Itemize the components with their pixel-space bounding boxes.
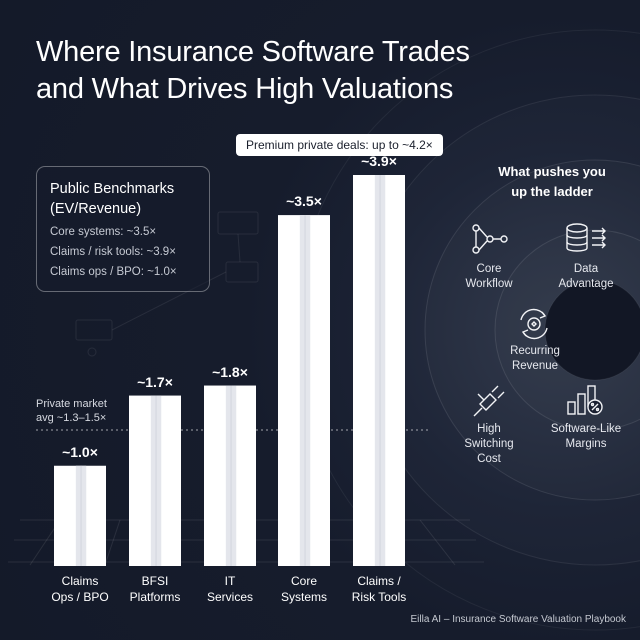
category-label-line: Platforms [129,590,181,604]
bar-value-label: ~1.8× [212,363,248,380]
benchmark-row: Core systems: ~3.5× [50,226,157,238]
bar-value-label: ~3.9× [361,153,397,169]
bar-value-label: ~1.7× [137,373,173,390]
category-label: IT Services [185,573,275,605]
public-benchmarks-box: Public Benchmarks (EV/Revenue) Core syst… [36,166,210,292]
drivers-heading-line-2: up the ladder [511,184,593,199]
category-label-line: Risk Tools [351,590,407,604]
benchmark-row: Claims / risk tools: ~3.9× [50,246,176,258]
driver-core-workflow: Core Workflow [439,262,539,292]
driver-label: Advantage [558,278,614,290]
title-line-1: Where Insurance Software Trades [36,36,470,68]
category-label-line: Services [206,590,253,604]
category-label-line: BFSI [141,574,169,588]
recurring-revenue-icon [520,308,548,340]
driver-label: Data [573,263,599,275]
driver-label: Software-Like [550,423,622,435]
title-line-2: and What Drives High Valuations [36,73,454,105]
bar [129,395,181,566]
private-market-line-2: avg ~1.3–1.5× [36,412,107,424]
driver-label: Workflow [465,278,513,290]
margin-chart-icon [567,385,603,415]
benchmarks-heading-line-1: Public Benchmarks [50,181,175,197]
bar [54,465,106,566]
bar-value-label: ~1.0× [62,443,98,460]
driver-label: Recurring [510,345,560,357]
page-title: Where Insurance Software Trades and What… [36,34,616,108]
category-label-line: IT [224,574,236,588]
driver-label: Core [476,263,502,275]
workflow-icon [472,224,508,254]
driver-label: High [477,423,501,435]
bar [204,385,256,566]
private-market-line-1: Private market [36,398,107,410]
driver-label: Cost [477,453,501,465]
bar [278,215,330,566]
driver-label: Margins [565,438,607,450]
driver-data-advantage: Data Advantage [536,262,636,292]
driver-recurring-revenue: Recurring Revenue [485,344,585,374]
drivers-heading: What pushes you up the ladder [484,162,620,202]
bar-value-label: ~3.5× [286,193,322,210]
database-icon [566,223,606,252]
category-label-line: Claims [61,574,99,588]
category-label-line: Core [290,574,317,588]
category-label: BFSI Platforms [110,573,200,605]
driver-high-switching-cost: High Switching Cost [439,422,539,467]
category-label-line: Systems [280,590,327,604]
private-market-label: Private market avg ~1.3–1.5× [36,397,107,425]
premium-deals-callout: Premium private deals: up to ~4.2× [236,134,443,156]
plug-icon [473,385,505,417]
bar [353,175,405,566]
footer-credit: Eilla AI – Insurance Software Valuation … [410,614,627,625]
category-label: Claims / Risk Tools [334,573,424,605]
driver-software-like-margins: Software-Like Margins [536,422,636,452]
category-label-line: Claims / [357,574,401,588]
benchmarks-heading: Public Benchmarks (EV/Revenue) [50,179,174,219]
driver-label: Switching [464,438,514,450]
benchmarks-heading-line-2: (EV/Revenue) [50,201,142,217]
category-label: Claims Ops / BPO [35,573,125,605]
benchmark-row: Claims ops / BPO: ~1.0× [50,266,177,278]
drivers-heading-line-1: What pushes you [498,164,606,179]
category-label-line: Ops / BPO [51,590,109,604]
category-label: Core Systems [259,573,349,605]
driver-label: Revenue [511,360,559,372]
